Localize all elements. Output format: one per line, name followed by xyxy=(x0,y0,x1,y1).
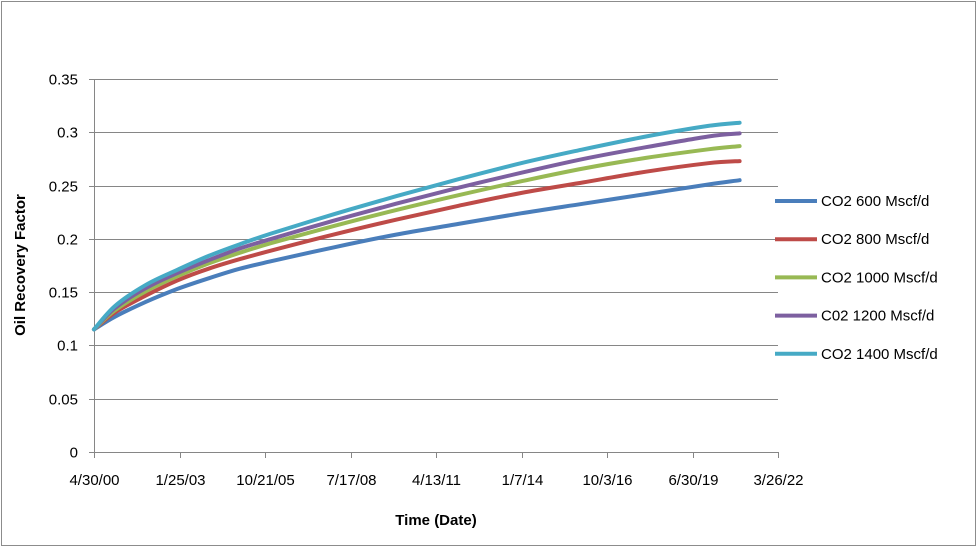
gridlines xyxy=(94,79,778,400)
x-tick-label: 1/25/03 xyxy=(155,472,205,489)
series-lines xyxy=(92,120,742,332)
x-tick-label: 4/30/00 xyxy=(69,472,119,489)
y-tick-label: 0.35 xyxy=(49,72,78,89)
y-tick-label: 0.3 xyxy=(57,125,78,142)
series-line-5 xyxy=(92,120,742,332)
legend-label: C02 1200 Mscf/d xyxy=(821,308,934,325)
y-tick-label: 0.2 xyxy=(57,232,78,249)
x-tick-label: 6/30/19 xyxy=(668,472,718,489)
legend-label: CO2 800 Mscf/d xyxy=(821,231,929,248)
y-tick-label: 0.1 xyxy=(57,338,78,355)
x-tick-label: 4/13/11 xyxy=(412,472,461,489)
y-axis-title: Oil Recovery Factor xyxy=(12,194,29,336)
series-line-4 xyxy=(92,131,742,332)
x-tick-label: 10/21/05 xyxy=(236,472,294,489)
x-axis-title: Time (Date) xyxy=(395,512,476,529)
x-tick-label: 10/3/16 xyxy=(582,472,632,489)
series-line-1 xyxy=(92,178,742,332)
axes: 0 0.05 0.1 0.15 0.2 0.25 0.3 0.35 4/30/00 1/25/03… xyxy=(49,72,804,490)
y-tick-label: 0.25 xyxy=(49,179,78,196)
x-tick-label: 1/7/14 xyxy=(502,472,544,489)
legend: CO2 600 Mscf/d CO2 800 Mscf/d CO2 1000 Msc… xyxy=(775,193,938,363)
legend-label: CO2 1000 Mscf/d xyxy=(821,269,938,286)
x-tick-label: 3/26/22 xyxy=(753,472,803,489)
series-line-2 xyxy=(92,159,742,332)
y-tick-label: 0 xyxy=(70,445,78,462)
legend-label: CO2 600 Mscf/d xyxy=(821,193,929,210)
x-tick-label: 7/17/08 xyxy=(326,472,376,489)
legend-label: CO2 1400 Mscf/d xyxy=(821,346,938,363)
series-line-3 xyxy=(92,144,742,332)
y-tick-label: 0.15 xyxy=(49,285,78,302)
y-tick-label: 0.05 xyxy=(49,392,78,409)
